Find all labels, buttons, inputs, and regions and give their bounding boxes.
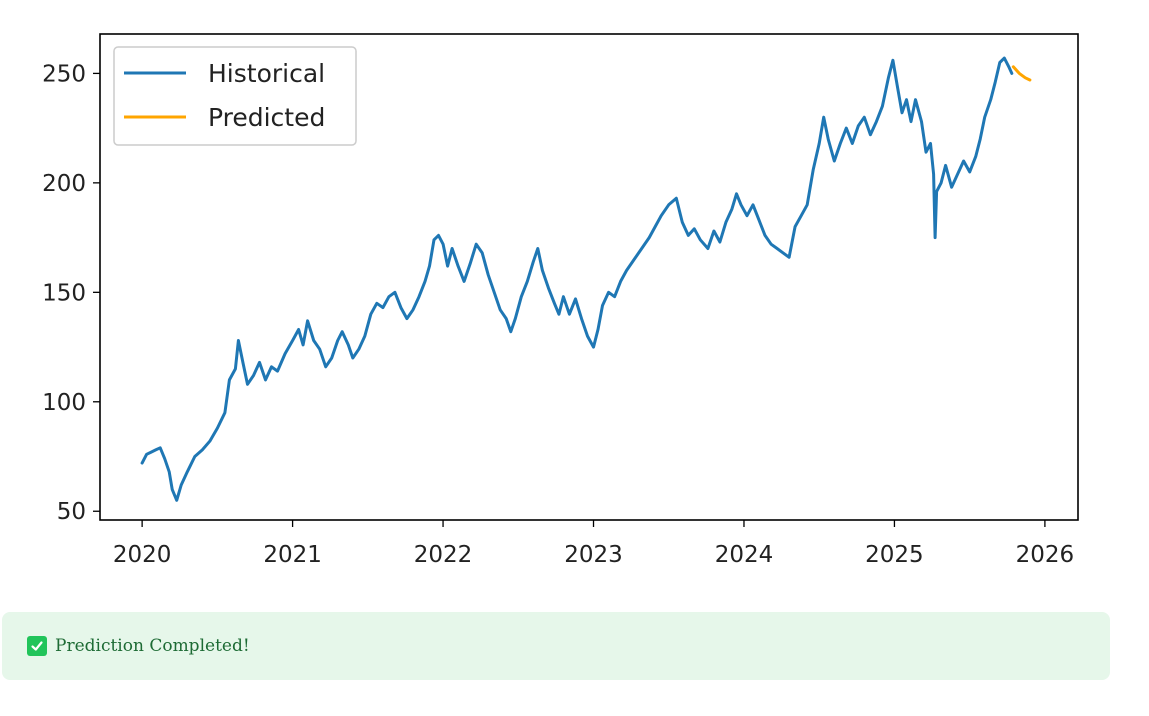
y-tick-label: 200 [42, 171, 86, 197]
x-tick-label: 2021 [263, 542, 322, 568]
y-tick-label: 50 [57, 499, 86, 525]
y-tick-label: 250 [42, 61, 86, 87]
series-line-historical [140, 56, 1014, 502]
series-line-predicted [1011, 65, 1032, 82]
x-axis-ticks: 2020 2021 2022 2023 2024 2025 2026 [113, 520, 1074, 568]
check-box-icon [27, 636, 47, 656]
x-tick-label: 2026 [1016, 542, 1075, 568]
y-tick-label: 100 [42, 390, 86, 416]
plot-area-frame [99, 33, 1079, 521]
series-layer [140, 56, 1032, 502]
y-axis-ticks: 50 100 150 200 250 [42, 61, 100, 525]
y-tick-label: 150 [42, 280, 86, 306]
x-tick-label: 2023 [564, 542, 623, 568]
legend-label: Predicted [208, 103, 325, 132]
stock-price-chart: 2020 2021 2022 2023 2024 2025 2026 50 100 150 200… [42, 33, 1079, 568]
legend-label: Historical [208, 59, 325, 88]
x-tick-label: 2020 [113, 542, 172, 568]
x-tick-label: 2022 [414, 542, 473, 568]
chart-legend: Historical Predicted [113, 46, 357, 146]
x-tick-label: 2024 [715, 542, 774, 568]
success-alert: Prediction Completed! [2, 612, 1110, 680]
x-tick-label: 2025 [865, 542, 924, 568]
alert-message: Prediction Completed! [55, 636, 250, 656]
